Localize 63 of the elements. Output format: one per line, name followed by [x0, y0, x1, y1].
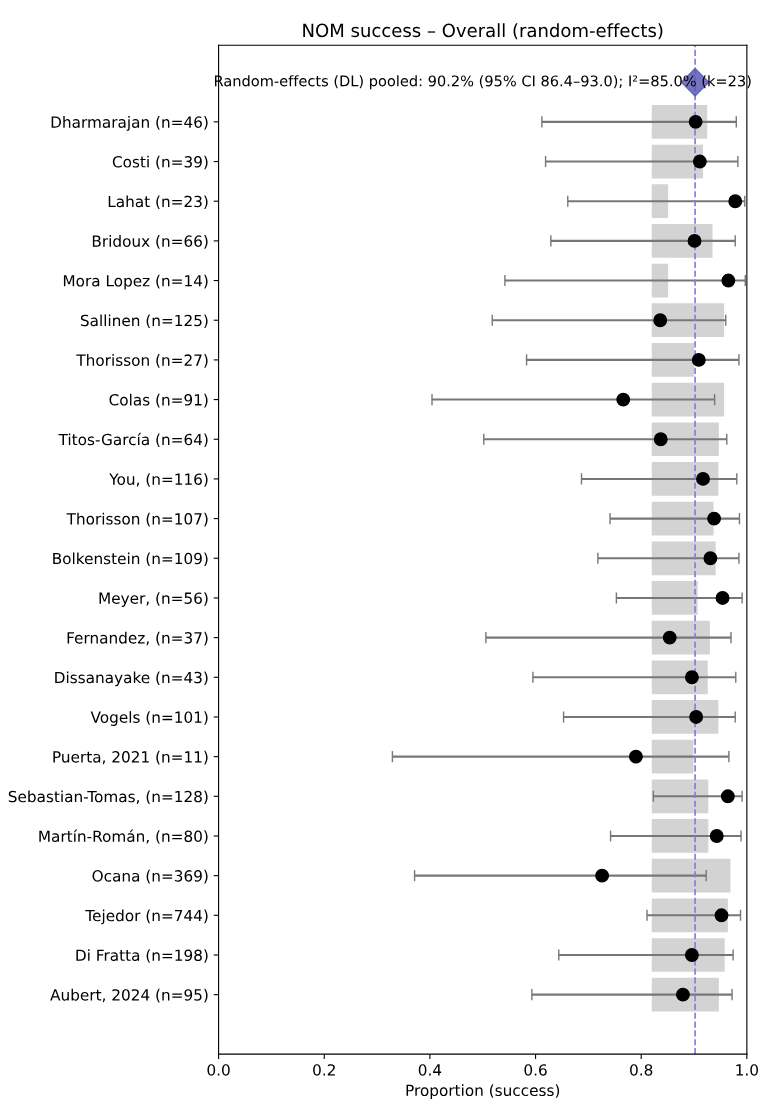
- y-tick-label: Martín-Román, (n=80): [39, 829, 208, 844]
- point: [662, 630, 677, 645]
- point: [707, 511, 722, 526]
- point: [721, 273, 736, 288]
- point: [728, 194, 743, 209]
- point: [715, 590, 730, 605]
- y-tick-label: Di Fratta (n=198): [76, 949, 208, 963]
- y-tick-label: Thorisson (n=107): [66, 512, 208, 527]
- bar: [651, 858, 731, 893]
- y-tick-label: Dissanayake (n=43): [55, 671, 208, 687]
- x-tick-label: 0.6: [524, 1064, 547, 1076]
- point: [691, 352, 706, 367]
- point: [616, 392, 631, 407]
- y-tick-label: You, (n=116): [109, 473, 208, 487]
- point: [696, 471, 710, 486]
- bar: [651, 263, 669, 298]
- bar: [651, 382, 725, 417]
- point: [720, 789, 735, 804]
- y-tick-label: Puerta, 2021 (n=11): [53, 750, 208, 765]
- point: [689, 710, 704, 724]
- point: [709, 829, 724, 843]
- x-tick-label: 0.4: [418, 1064, 442, 1076]
- y-tick-label: Sallinen (n=125): [80, 314, 208, 329]
- x-tick-label: 0.2: [313, 1064, 335, 1076]
- y-tick-label: Lahat (n=23): [108, 195, 208, 210]
- bar: [651, 819, 709, 853]
- y-tick-label: Ocana (n=369): [92, 869, 208, 884]
- bar: [651, 779, 709, 814]
- y-tick-label: Vogels (n=101): [90, 711, 208, 726]
- y-tick-label: Bolkenstein (n=109): [53, 552, 208, 567]
- y-tick-label: Colas (n=91): [109, 393, 208, 408]
- bar: [651, 343, 695, 377]
- x-tick-label: 0.0: [207, 1064, 230, 1076]
- x-tick-label: 1.0: [736, 1064, 758, 1076]
- bar: [651, 184, 669, 219]
- point: [714, 908, 729, 923]
- point: [688, 114, 703, 129]
- point: [703, 551, 718, 566]
- point: [595, 868, 610, 883]
- x-axis-title: Proportion (success): [406, 1084, 560, 1100]
- point: [692, 154, 707, 169]
- point: [684, 948, 699, 962]
- y-tick-label: Mora Lopez (n=14): [63, 274, 208, 290]
- y-tick-label: Dharmarajan (n=46): [51, 116, 208, 131]
- y-tick-label: Thorisson (n=27): [76, 354, 208, 368]
- y-tick-label: Costi (n=39): [112, 155, 208, 170]
- point: [653, 313, 668, 328]
- y-tick-label: Titos-García (n=64): [58, 432, 208, 448]
- point: [684, 670, 699, 685]
- bar: [651, 739, 694, 774]
- y-tick-label: Sebastian-Tomas, (n=128): [8, 790, 208, 805]
- chart-title: NOM success – Overall (random-effects): [303, 23, 663, 40]
- y-tick-label: Fernandez, (n=37): [67, 631, 208, 646]
- point: [687, 233, 702, 248]
- y-tick-label: Aubert, 2024 (n=95): [50, 988, 208, 1003]
- y-tick-label: Tejedor (n=744): [85, 909, 208, 925]
- x-tick-label: 0.8: [630, 1064, 653, 1076]
- point: [628, 749, 643, 764]
- y-tick-label: Bridoux (n=66): [92, 235, 208, 249]
- point: [675, 987, 690, 1002]
- point: [653, 432, 668, 447]
- bar: [651, 581, 698, 615]
- y-tick-label: Meyer, (n=56): [99, 592, 208, 607]
